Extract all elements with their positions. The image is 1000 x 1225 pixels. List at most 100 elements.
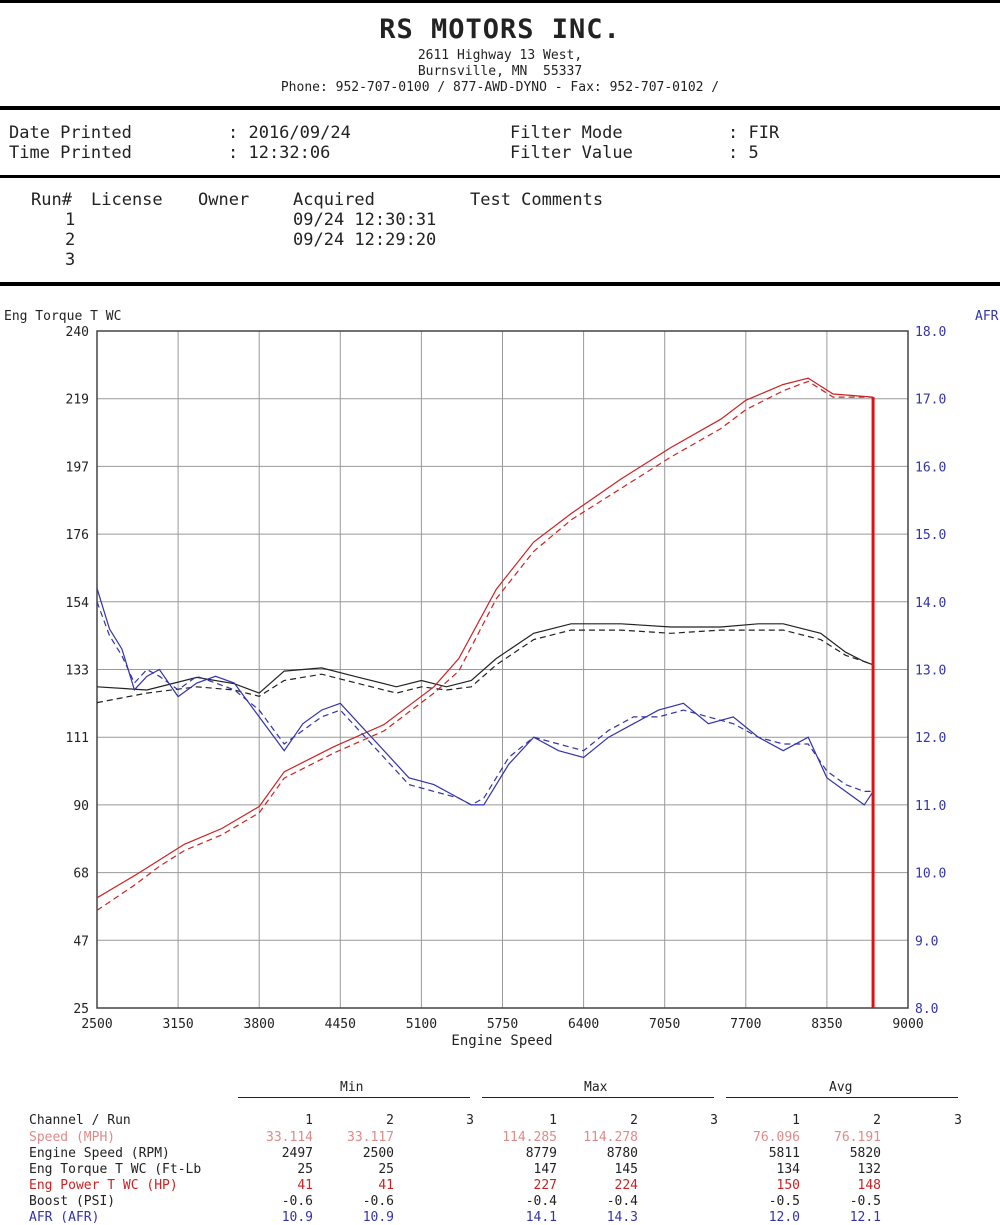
x-tick-label: 7050 — [649, 1017, 680, 1032]
y-right-tick-label: 8.0 — [915, 1002, 938, 1017]
run-acquired: 09/24 12:29:20 — [293, 230, 437, 250]
stats-value: 150 — [776, 1178, 800, 1193]
stats-value: 2500 — [362, 1146, 394, 1161]
x-tick-label: 7700 — [730, 1017, 761, 1032]
stats-value: 41 — [297, 1178, 313, 1193]
x-tick-label: 5750 — [487, 1017, 518, 1032]
filter-mode-value: : FIR — [728, 123, 780, 143]
x-axis-label: Engine Speed — [451, 1033, 552, 1049]
stats-value: 41 — [378, 1178, 394, 1193]
chart-grid — [96, 330, 909, 1009]
stats-value: 12.0 — [768, 1210, 800, 1225]
stats-channel-label: Eng Torque T WC (Ft-Lb — [29, 1162, 202, 1177]
stats-channel-label: AFR (AFR) — [29, 1210, 100, 1225]
y-right-tick-label: 18.0 — [915, 325, 946, 340]
stats-run-col-header: 2 — [386, 1113, 394, 1128]
stats-header-label: Channel / Run — [29, 1113, 131, 1128]
stats-run-col-header: 3 — [954, 1113, 962, 1128]
stats-value: 25 — [378, 1162, 394, 1177]
phone-line: Phone: 952-707-0100 / 877-AWD-DYNO - Fax… — [280, 80, 720, 95]
stats-value: 5820 — [849, 1146, 881, 1161]
runs-header-license: License — [91, 190, 163, 210]
stats-value: 33.114 — [266, 1130, 313, 1145]
plot-frame — [96, 330, 909, 1009]
stats-run-col-header: 1 — [549, 1113, 557, 1128]
stats-run-col-header: 2 — [873, 1113, 881, 1128]
company-name: RS MOTORS INC. — [379, 14, 621, 45]
stats-value: 14.3 — [606, 1210, 638, 1225]
y-left-tick-label: 197 — [66, 460, 89, 475]
y-right-tick-label: 16.0 — [915, 460, 946, 475]
runs-header-acquired: Acquired — [293, 190, 375, 210]
chart-ticks: 2500 3150 3800 4450 5100 5750 6400 7050 7700 8350… — [66, 325, 947, 1032]
x-tick-label: 9000 — [892, 1017, 923, 1032]
stats-run-col-header: 1 — [305, 1113, 313, 1128]
filter-mode-label: Filter Mode — [510, 123, 623, 143]
runs-header-run: Run# — [31, 190, 72, 210]
stats-value: 8779 — [525, 1146, 557, 1161]
y-left-tick-label: 25 — [73, 1002, 89, 1017]
x-tick-label: 8350 — [811, 1017, 842, 1032]
x-tick-label: 3150 — [162, 1017, 193, 1032]
y-left-tick-label: 219 — [66, 393, 89, 408]
stats-run-col-header: 3 — [710, 1113, 718, 1128]
run-number: 2 — [65, 230, 76, 250]
x-tick-label: 3800 — [244, 1017, 275, 1032]
time-printed-value: : 12:32:06 — [228, 143, 331, 163]
stats-value: 148 — [857, 1178, 881, 1193]
series-line-run1 — [96, 377, 874, 899]
date-printed-value: : 2016/09/24 — [228, 123, 351, 143]
stats-run-col-header: 3 — [466, 1113, 474, 1128]
stats-channel-label: Engine Speed (RPM) — [29, 1146, 170, 1161]
stats-group-max: Max — [584, 1080, 608, 1095]
filter-value-value: : 5 — [728, 143, 759, 163]
time-printed-label: Time Printed — [9, 143, 132, 163]
stats-value: 132 — [857, 1162, 881, 1177]
stats-value: 12.1 — [849, 1210, 881, 1225]
y-right-tick-label: 10.0 — [915, 867, 946, 882]
right-axis-label: AFR — [975, 309, 999, 324]
divider-2 — [0, 175, 1000, 178]
series-line-run2 — [96, 380, 874, 911]
y-right-tick-label: 15.0 — [915, 528, 946, 543]
run-number: 3 — [65, 250, 76, 270]
y-right-tick-label: 9.0 — [915, 934, 938, 949]
stats-group-avg: Avg — [829, 1080, 853, 1095]
y-right-tick-label: 14.0 — [915, 596, 946, 611]
y-left-tick-label: 133 — [66, 664, 89, 679]
stats-value: -0.6 — [281, 1194, 313, 1209]
y-left-tick-label: 176 — [66, 528, 89, 543]
y-right-tick-label: 17.0 — [915, 393, 946, 408]
stats-avg-underline — [726, 1097, 958, 1098]
stats-value: 5811 — [768, 1146, 800, 1161]
dyno-chart: 2500 3150 3800 4450 5100 5750 6400 7050 7700 8350… — [4, 309, 999, 1049]
stats-value: -0.6 — [362, 1194, 394, 1209]
stats-value: 10.9 — [281, 1210, 313, 1225]
stats-value: 14.1 — [525, 1210, 557, 1225]
stats-channel-label: Speed (MPH) — [29, 1130, 116, 1145]
divider-1 — [0, 106, 1000, 110]
x-tick-label: 2500 — [81, 1017, 112, 1032]
runs-header-owner: Owner — [198, 190, 250, 210]
filter-value-label: Filter Value — [510, 143, 633, 163]
stats-value: 145 — [614, 1162, 638, 1177]
stats-value: 224 — [614, 1178, 638, 1193]
stats-value: 2497 — [281, 1146, 313, 1161]
address-line-1: 2611 Highway 13 West, — [417, 48, 583, 63]
y-left-tick-label: 90 — [73, 799, 89, 814]
stats-value: 76.191 — [834, 1130, 881, 1145]
stats-run-col-header: 1 — [792, 1113, 800, 1128]
x-tick-label: 4450 — [325, 1017, 356, 1032]
stats-group-min: Min — [340, 1080, 364, 1095]
divider-3 — [0, 282, 1000, 286]
stats-max-underline — [482, 1097, 714, 1098]
y-left-tick-label: 240 — [66, 325, 89, 340]
y-right-tick-label: 11.0 — [915, 799, 946, 814]
stats-value: -0.5 — [768, 1194, 800, 1209]
x-tick-label: 6400 — [568, 1017, 599, 1032]
y-right-tick-label: 13.0 — [915, 664, 946, 679]
stats-value: 114.285 — [502, 1130, 557, 1145]
stats-table: Min Max Avg Channel / Run 1 2 3 1 2 3 1 2 3 Speed… — [0, 1076, 1000, 1225]
series-line-run2 — [96, 601, 874, 806]
stats-value: 33.117 — [347, 1130, 394, 1145]
